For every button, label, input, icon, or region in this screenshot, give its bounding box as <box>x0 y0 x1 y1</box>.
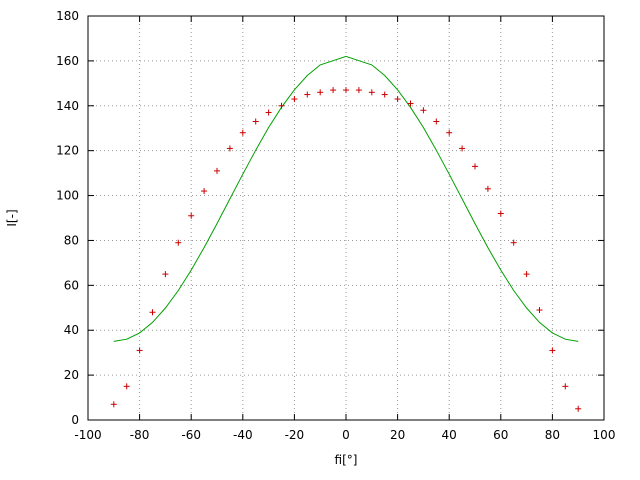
point-marker <box>575 405 582 412</box>
point-marker <box>214 167 220 174</box>
point-marker <box>497 210 504 217</box>
y-tick-label: 40 <box>64 323 79 337</box>
point-marker <box>304 91 311 98</box>
point-marker <box>188 212 195 219</box>
point-marker <box>459 145 466 152</box>
point-marker <box>433 118 440 125</box>
point-marker <box>536 307 543 314</box>
point-marker <box>265 109 272 116</box>
point-marker <box>523 271 530 278</box>
point-marker <box>175 239 182 246</box>
y-tick-label: 180 <box>56 9 79 23</box>
point-marker <box>136 347 143 354</box>
y-tick-label: 120 <box>56 144 79 158</box>
x-tick-label: -40 <box>233 428 253 442</box>
axis-layer <box>87 15 605 421</box>
point-marker <box>317 89 324 96</box>
point-marker <box>394 96 401 103</box>
x-tick-label: -20 <box>285 428 305 442</box>
x-tick-label: -60 <box>181 428 201 442</box>
point-marker <box>446 129 453 136</box>
point-marker <box>407 100 414 107</box>
x-tick-label: -80 <box>130 428 150 442</box>
point-marker <box>368 89 375 96</box>
x-tick-label: 60 <box>493 428 508 442</box>
point-marker <box>343 87 349 94</box>
x-tick-label: 100 <box>593 428 616 442</box>
point-marker <box>278 102 285 109</box>
point-marker <box>484 185 491 192</box>
point-marker <box>123 383 130 390</box>
series-layer <box>110 55 582 412</box>
x-tick-label: -100 <box>74 428 101 442</box>
y-tick-label: 100 <box>56 189 79 203</box>
y-tick-label: 20 <box>64 368 79 382</box>
x-tick-label: 20 <box>390 428 405 442</box>
grid-layer <box>87 15 605 421</box>
y-tick-label: 80 <box>64 233 79 247</box>
point-marker <box>381 91 388 98</box>
point-marker <box>201 188 208 195</box>
y-axis-label: I[-] <box>5 209 19 226</box>
point-marker <box>110 401 117 408</box>
point-marker <box>420 107 427 114</box>
point-marker <box>226 145 233 152</box>
point-marker <box>252 118 259 125</box>
point-marker <box>149 309 156 316</box>
point-marker <box>291 96 298 103</box>
y-tick-label: 140 <box>56 99 79 113</box>
y-tick-label: 0 <box>71 413 79 427</box>
y-tick-label: 160 <box>56 54 79 68</box>
point-marker <box>162 271 169 278</box>
point-marker <box>355 87 362 94</box>
y-tick-label: 60 <box>64 278 79 292</box>
point-marker <box>562 383 569 390</box>
x-tick-label: 0 <box>342 428 350 442</box>
point-marker <box>239 129 246 136</box>
point-marker <box>549 347 556 354</box>
series-line-model-curve <box>113 55 579 342</box>
point-marker <box>330 87 337 94</box>
x-tick-label: 80 <box>545 428 560 442</box>
tick-label-layer: -100 -80 -60 -40 -20 0 20 40 60 80 100 0 20 40 60 80 100… <box>56 9 615 442</box>
point-marker <box>510 239 517 246</box>
point-marker <box>472 163 478 170</box>
x-tick-label: 40 <box>442 428 457 442</box>
x-axis-label: fi[°] <box>335 453 358 467</box>
plot-border <box>87 15 605 421</box>
